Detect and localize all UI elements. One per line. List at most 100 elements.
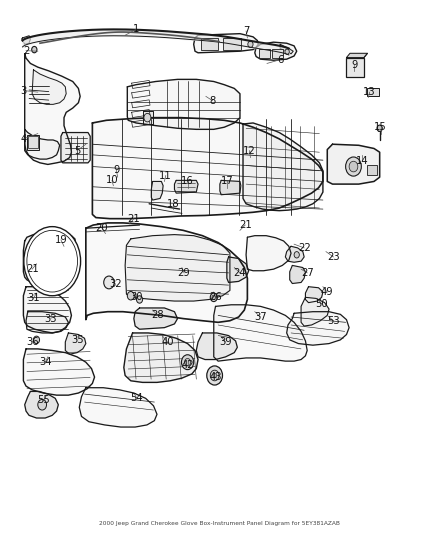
Text: 19: 19 [55, 235, 67, 245]
Text: 21: 21 [127, 214, 140, 224]
Bar [28, 136, 38, 148]
Circle shape [285, 49, 289, 54]
Text: 1: 1 [133, 25, 139, 35]
Polygon shape [86, 223, 247, 322]
Text: 11: 11 [159, 171, 172, 181]
Circle shape [104, 276, 114, 289]
Text: 35: 35 [71, 335, 83, 345]
Text: 33: 33 [45, 313, 57, 324]
Text: 9: 9 [113, 165, 120, 175]
Bar [367, 165, 377, 175]
Circle shape [377, 125, 382, 132]
Polygon shape [196, 333, 237, 360]
Polygon shape [327, 144, 380, 184]
Polygon shape [60, 236, 76, 255]
Text: 13: 13 [363, 87, 376, 97]
Text: 39: 39 [219, 337, 232, 347]
Polygon shape [124, 333, 198, 382]
Bar [259, 49, 270, 58]
Polygon shape [134, 308, 177, 329]
Polygon shape [243, 123, 323, 211]
Text: 40: 40 [161, 337, 174, 347]
Polygon shape [61, 133, 90, 163]
Polygon shape [280, 44, 293, 54]
Circle shape [248, 41, 253, 47]
Polygon shape [286, 246, 304, 262]
Circle shape [38, 399, 46, 410]
Circle shape [346, 157, 361, 176]
Text: 37: 37 [254, 312, 267, 322]
Circle shape [213, 373, 216, 377]
Text: 8: 8 [209, 95, 215, 106]
Polygon shape [151, 181, 163, 200]
Polygon shape [290, 265, 305, 284]
Text: 31: 31 [27, 293, 40, 303]
Circle shape [210, 293, 217, 302]
Circle shape [210, 370, 219, 381]
Bar [223, 38, 241, 50]
Circle shape [212, 295, 215, 300]
Text: 2000 Jeep Grand Cherokee Glove Box-Instrument Panel Diagram for 5EY381AZAB: 2000 Jeep Grand Cherokee Glove Box-Instr… [99, 521, 339, 526]
Text: 22: 22 [298, 243, 311, 253]
Text: 36: 36 [26, 337, 39, 347]
Text: 12: 12 [243, 146, 256, 156]
Circle shape [294, 252, 299, 258]
Circle shape [144, 114, 151, 122]
Text: 49: 49 [321, 287, 334, 297]
Text: 20: 20 [95, 223, 108, 233]
Text: 28: 28 [152, 310, 164, 320]
Text: 21: 21 [239, 220, 251, 230]
Text: 7: 7 [243, 26, 249, 36]
Text: 54: 54 [131, 393, 143, 403]
Polygon shape [25, 54, 80, 165]
Text: 30: 30 [131, 292, 143, 302]
Polygon shape [32, 70, 66, 104]
Text: 5: 5 [74, 146, 80, 156]
Text: 3: 3 [20, 85, 27, 95]
Circle shape [184, 359, 191, 366]
Polygon shape [23, 349, 95, 395]
Polygon shape [305, 287, 323, 303]
Bar [272, 49, 283, 58]
Polygon shape [127, 79, 240, 130]
Polygon shape [25, 130, 60, 159]
Polygon shape [65, 333, 86, 354]
Text: 42: 42 [181, 360, 194, 370]
Circle shape [33, 336, 39, 344]
Text: 26: 26 [209, 292, 222, 302]
Bar [367, 88, 379, 96]
Text: 2: 2 [23, 46, 29, 55]
Text: 9: 9 [351, 60, 357, 70]
Text: 53: 53 [327, 316, 340, 326]
Polygon shape [21, 36, 30, 44]
Bar [201, 38, 218, 50]
Text: 18: 18 [167, 199, 180, 209]
Bar [346, 58, 364, 77]
Polygon shape [287, 312, 349, 345]
Circle shape [207, 366, 223, 385]
Text: 55: 55 [37, 395, 50, 406]
Polygon shape [143, 111, 152, 124]
Circle shape [137, 296, 143, 303]
Bar [27, 135, 39, 150]
Polygon shape [220, 180, 241, 195]
Polygon shape [346, 53, 367, 58]
Polygon shape [174, 180, 198, 193]
Circle shape [32, 46, 37, 53]
Polygon shape [125, 235, 230, 301]
Circle shape [127, 292, 134, 300]
Polygon shape [92, 118, 323, 219]
Text: 16: 16 [181, 176, 194, 187]
Text: 17: 17 [220, 176, 233, 187]
Text: 29: 29 [178, 268, 191, 278]
Text: 21: 21 [26, 264, 39, 274]
Polygon shape [23, 287, 71, 333]
Polygon shape [23, 233, 79, 288]
Text: 34: 34 [39, 357, 52, 367]
Circle shape [24, 227, 81, 296]
Text: 15: 15 [374, 122, 387, 132]
Polygon shape [26, 312, 68, 333]
Polygon shape [301, 297, 329, 326]
Text: 10: 10 [106, 175, 118, 185]
Polygon shape [79, 387, 157, 427]
